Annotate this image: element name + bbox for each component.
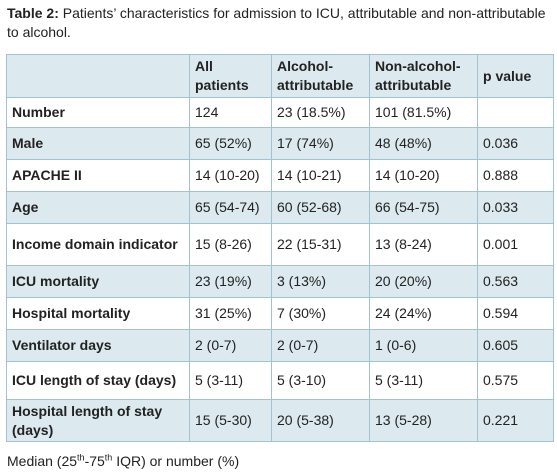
non-alcohol-attributable-cell: 5 (3-11): [369, 361, 478, 400]
p-value-cell: 0.563: [477, 265, 554, 298]
non-alcohol-attributable-cell: 66 (54-75): [369, 191, 478, 224]
alcohol-attributable-cell: 60 (52-68): [271, 191, 370, 224]
p-value-cell: 0.888: [477, 159, 554, 192]
table-caption: Table 2: Patients’ characteristics for a…: [7, 4, 552, 42]
alcohol-attributable-cell: 7 (30%): [271, 297, 370, 330]
p-value-cell: 0.036: [477, 127, 554, 160]
alcohol-attributable-cell: 17 (74%): [271, 127, 370, 160]
alcohol-attributable-cell: 20 (5-38): [271, 399, 370, 442]
p-value-cell: 0.594: [477, 297, 554, 330]
footnote-sup-75th: th: [104, 452, 113, 463]
header-all-patients: All patients: [189, 54, 272, 98]
row-label: Age: [6, 191, 190, 224]
header-p-value: p value: [477, 54, 554, 98]
row-label: Hospital mortality: [6, 297, 190, 330]
all-patients-cell: 31 (25%): [189, 297, 272, 330]
all-patients-cell: 65 (54-74): [189, 191, 272, 224]
all-patients-cell: 23 (19%): [189, 265, 272, 298]
alcohol-attributable-cell: 3 (13%): [271, 265, 370, 298]
footnote-sup-25th: th: [77, 452, 85, 463]
p-value-cell: 0.605: [477, 329, 554, 362]
patient-characteristics-table: All patients Alcohol-attributable Non-al…: [6, 54, 554, 442]
row-label: Male: [6, 127, 190, 160]
alcohol-attributable-cell: 5 (3-10): [271, 361, 370, 400]
caption-label: Table 2:: [7, 5, 59, 21]
row-label: Income domain indicator: [6, 223, 190, 266]
alcohol-attributable-cell: 22 (15-31): [271, 223, 370, 266]
table-row: APACHE II 14 (10-20) 14 (10-21) 14 (10-20) 0…: [6, 159, 554, 192]
all-patients-cell: 124: [189, 97, 272, 128]
all-patients-cell: 65 (52%): [189, 127, 272, 160]
footnote-mid: -75: [84, 453, 105, 469]
footnote-post: IQR) or number (%): [112, 453, 240, 469]
p-value-cell: [477, 97, 554, 128]
header-blank: [6, 54, 190, 98]
row-label: ICU length of stay (days): [6, 361, 190, 400]
table-row: Hospital length of stay (days) 15 (5-30) 2…: [6, 399, 554, 442]
table-row: Ventilator days 2 (0-7) 2 (0-7) 1 (0-6) 0.60…: [6, 329, 554, 362]
p-value-cell: 0.575: [477, 361, 554, 400]
table-row: ICU mortality 23 (19%) 3 (13%) 20 (20%) 0.56…: [6, 265, 554, 298]
table-row: ICU length of stay (days) 5 (3-11) 5 (3-10…: [6, 361, 554, 400]
all-patients-cell: 2 (0-7): [189, 329, 272, 362]
p-value-cell: 0.221: [477, 399, 554, 442]
all-patients-cell: 14 (10-20): [189, 159, 272, 192]
all-patients-cell: 15 (8-26): [189, 223, 272, 266]
alcohol-attributable-cell: 14 (10-21): [271, 159, 370, 192]
alcohol-attributable-cell: 23 (18.5%): [271, 97, 370, 128]
table-header-row: All patients Alcohol-attributable Non-al…: [6, 54, 554, 98]
all-patients-cell: 5 (3-11): [189, 361, 272, 400]
caption-text: Patients’ characteristics for admission …: [7, 5, 546, 40]
row-label: Number: [6, 97, 190, 128]
row-label: APACHE II: [6, 159, 190, 192]
alcohol-attributable-cell: 2 (0-7): [271, 329, 370, 362]
non-alcohol-attributable-cell: 13 (8-24): [369, 223, 478, 266]
non-alcohol-attributable-cell: 1 (0-6): [369, 329, 478, 362]
table-row: Hospital mortality 31 (25%) 7 (30%) 24 (24%…: [6, 297, 554, 330]
table-footnote: Median (25th-75th IQR) or number (%): [7, 452, 239, 470]
non-alcohol-attributable-cell: 14 (10-20): [369, 159, 478, 192]
non-alcohol-attributable-cell: 20 (20%): [369, 265, 478, 298]
table-row: Male 65 (52%) 17 (74%) 48 (48%) 0.036: [6, 127, 554, 160]
table-row: Number 124 23 (18.5%) 101 (81.5%): [6, 97, 554, 128]
header-non-alcohol-attributable: Non-alcohol-attributable: [369, 54, 478, 98]
row-label: Hospital length of stay (days): [6, 399, 190, 442]
table-row: Age 65 (54-74) 60 (52-68) 66 (54-75) 0.033: [6, 191, 554, 224]
non-alcohol-attributable-cell: 24 (24%): [369, 297, 478, 330]
non-alcohol-attributable-cell: 48 (48%): [369, 127, 478, 160]
p-value-cell: 0.001: [477, 223, 554, 266]
header-alcohol-attributable: Alcohol-attributable: [271, 54, 370, 98]
row-label: Ventilator days: [6, 329, 190, 362]
non-alcohol-attributable-cell: 101 (81.5%): [369, 97, 478, 128]
non-alcohol-attributable-cell: 13 (5-28): [369, 399, 478, 442]
row-label: ICU mortality: [6, 265, 190, 298]
footnote-pre: Median (25: [7, 453, 78, 469]
p-value-cell: 0.033: [477, 191, 554, 224]
table-row: Income domain indicator 15 (8-26) 22 (15-3…: [6, 223, 554, 266]
all-patients-cell: 15 (5-30): [189, 399, 272, 442]
